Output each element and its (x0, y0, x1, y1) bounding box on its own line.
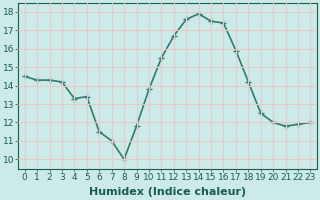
X-axis label: Humidex (Indice chaleur): Humidex (Indice chaleur) (89, 187, 246, 197)
